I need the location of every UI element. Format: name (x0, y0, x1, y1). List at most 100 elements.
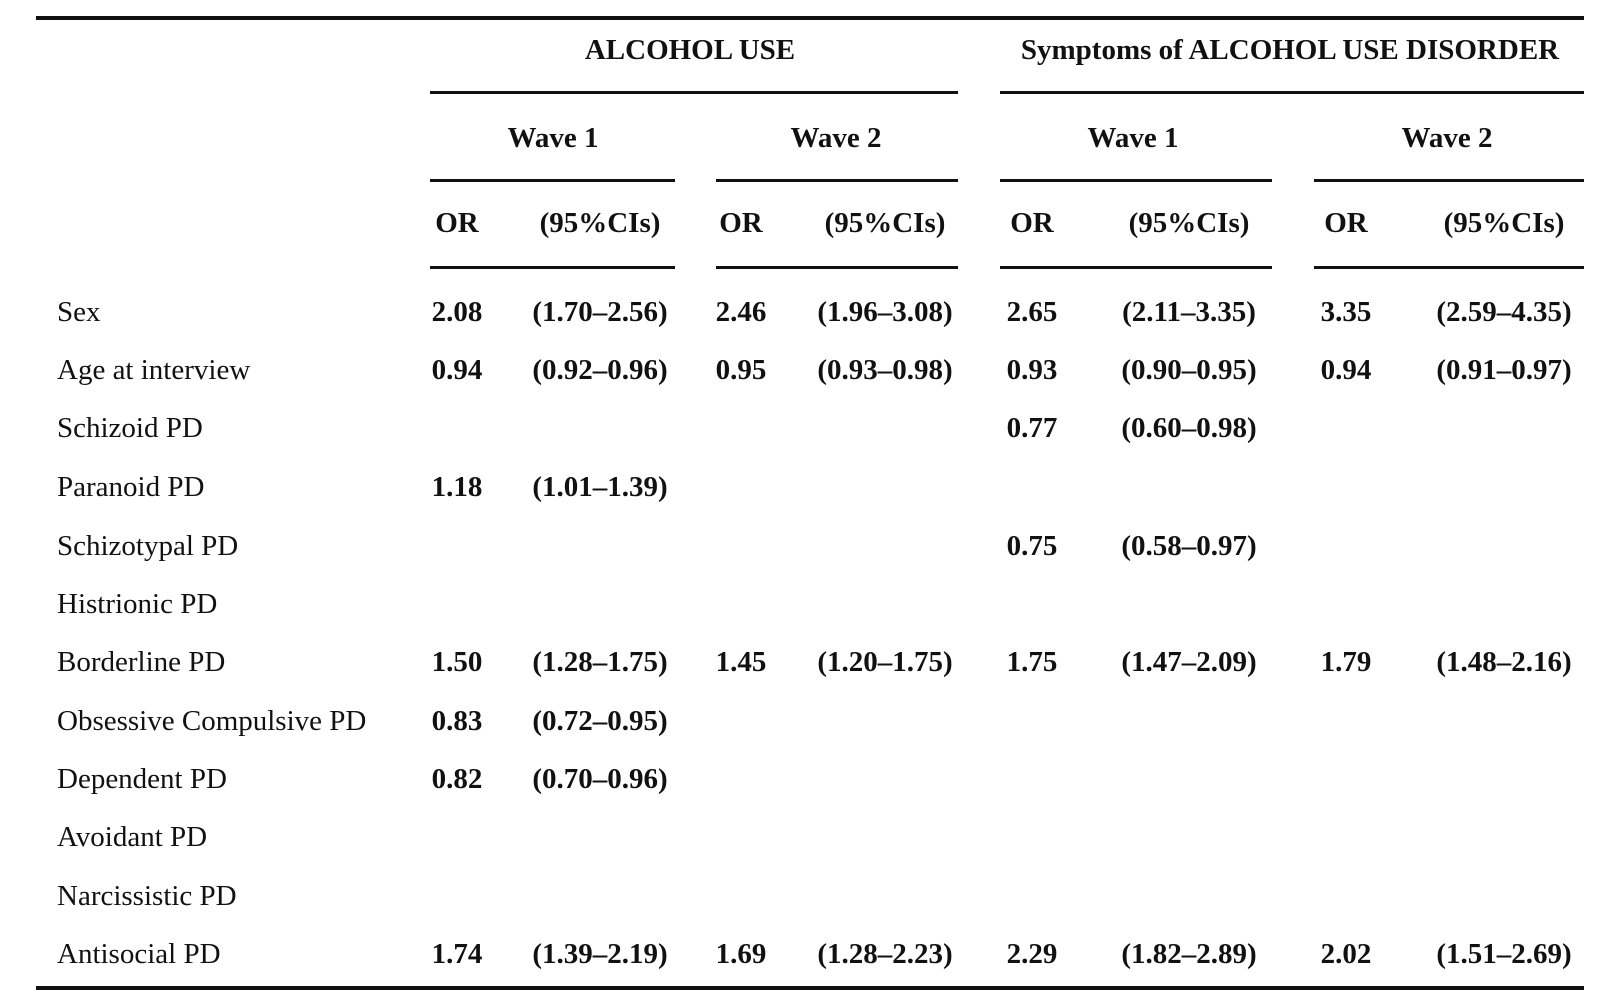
cell-or (1296, 761, 1396, 797)
cell-ci (785, 761, 985, 797)
cell-or (1296, 586, 1396, 622)
row-label: Dependent PD (57, 763, 227, 795)
cell-or (691, 878, 791, 914)
cell-ci: (1.28–1.75) (532, 646, 668, 678)
cell-or: 1.74 (431, 938, 483, 970)
cell-ci (500, 410, 700, 446)
cell-or (982, 761, 1082, 797)
cell-ci: (1.82–2.89) (1121, 938, 1257, 970)
cell-or (691, 469, 791, 505)
group-header: Symptoms of ALCOHOL USE DISORDER (1020, 34, 1560, 66)
cell-ci (1089, 878, 1289, 914)
cell-or (691, 761, 791, 797)
row-label: Avoidant PD (57, 821, 208, 853)
cell-ci (1089, 586, 1289, 622)
cell-or: 1.50 (431, 646, 483, 678)
cell-or (407, 878, 507, 914)
cell-or: 0.95 (715, 354, 767, 386)
row-label: Obsessive Compulsive PD (57, 705, 367, 737)
cell-or (691, 528, 791, 564)
cell-or (1296, 410, 1396, 446)
col-header-ci: (95%CIs) (824, 207, 946, 239)
row-label: Borderline PD (57, 646, 226, 678)
row-label: Sex (57, 296, 101, 328)
col-rule-1 (430, 266, 675, 269)
cell-or (982, 819, 1082, 855)
cell-ci (785, 878, 985, 914)
cell-ci: (0.93–0.98) (817, 354, 953, 386)
row-label: Paranoid PD (57, 471, 205, 503)
col-header-or: OR (435, 207, 479, 239)
wave-header: Wave 2 (1401, 122, 1493, 154)
col-rule-4 (1314, 266, 1584, 269)
cell-or: 0.77 (1006, 412, 1058, 444)
cell-ci (1089, 819, 1289, 855)
cell-or (1296, 703, 1396, 739)
cell-ci: (0.90–0.95) (1121, 354, 1257, 386)
cell-ci (1089, 703, 1289, 739)
group-rule-alcohol-use (430, 91, 958, 94)
cell-ci: (1.28–2.23) (817, 938, 953, 970)
cell-or: 0.94 (1320, 354, 1372, 386)
group-header: ALCOHOL USE (584, 34, 796, 66)
cell-ci: (0.70–0.96) (532, 763, 668, 795)
cell-or: 0.83 (431, 705, 483, 737)
col-rule-2 (716, 266, 958, 269)
cell-ci (785, 528, 985, 564)
cell-ci (1404, 761, 1604, 797)
cell-ci (1404, 819, 1604, 855)
cell-ci: (1.96–3.08) (817, 296, 953, 328)
row-label: Histrionic PD (57, 588, 218, 620)
cell-ci: (1.47–2.09) (1121, 646, 1257, 678)
col-header-ci: (95%CIs) (1128, 207, 1250, 239)
cell-or: 2.08 (431, 296, 483, 328)
cell-ci (785, 703, 985, 739)
col-header-or: OR (719, 207, 763, 239)
cell-ci (785, 410, 985, 446)
cell-or: 0.75 (1006, 530, 1058, 562)
cell-ci (1089, 469, 1289, 505)
cell-or: 1.75 (1006, 646, 1058, 678)
row-label: Narcissistic PD (57, 880, 237, 912)
top-rule (36, 16, 1584, 20)
bottom-rule (36, 986, 1584, 990)
cell-or: 3.35 (1320, 296, 1372, 328)
cell-or: 2.46 (715, 296, 767, 328)
cell-ci (785, 586, 985, 622)
cell-or (1296, 528, 1396, 564)
cell-or (1296, 469, 1396, 505)
cell-ci: (1.51–2.69) (1436, 938, 1572, 970)
col-header-or: OR (1324, 207, 1368, 239)
cell-or (407, 586, 507, 622)
cell-or (691, 819, 791, 855)
wave-rule-4 (1314, 179, 1584, 182)
cell-or (982, 469, 1082, 505)
row-label: Antisocial PD (57, 938, 221, 970)
cell-or: 1.69 (715, 938, 767, 970)
row-label: Schizoid PD (57, 412, 203, 444)
cell-ci (1404, 410, 1604, 446)
group-rule-aud (1000, 91, 1584, 94)
cell-ci (1404, 878, 1604, 914)
cell-or: 2.29 (1006, 938, 1058, 970)
cell-or: 1.18 (431, 471, 483, 503)
cell-or (1296, 819, 1396, 855)
cell-ci (500, 819, 700, 855)
cell-ci: (1.70–2.56) (532, 296, 668, 328)
cell-ci (500, 878, 700, 914)
cell-ci: (0.58–0.97) (1121, 530, 1257, 562)
cell-ci (785, 469, 985, 505)
cell-ci: (0.72–0.95) (532, 705, 668, 737)
wave-rule-3 (1000, 179, 1272, 182)
cell-ci: (1.48–2.16) (1436, 646, 1572, 678)
cell-ci (1404, 469, 1604, 505)
cell-or (982, 586, 1082, 622)
cell-ci (500, 586, 700, 622)
cell-or (982, 878, 1082, 914)
cell-or (407, 819, 507, 855)
cell-or: 1.45 (715, 646, 767, 678)
row-label: Schizotypal PD (57, 530, 239, 562)
cell-ci: (0.60–0.98) (1121, 412, 1257, 444)
cell-ci (1404, 703, 1604, 739)
col-header-ci: (95%CIs) (539, 207, 661, 239)
